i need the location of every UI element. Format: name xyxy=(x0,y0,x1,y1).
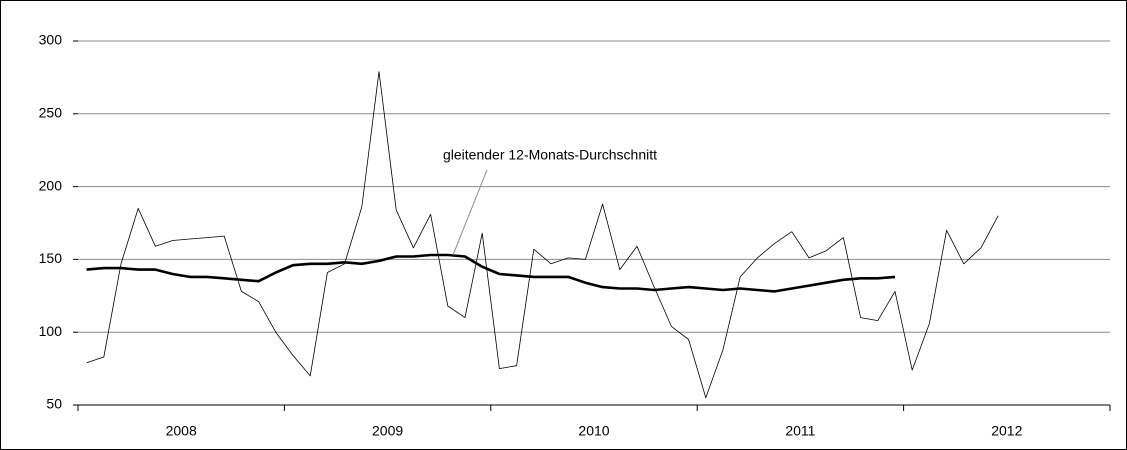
data-line xyxy=(86,253,896,293)
x-tick-label: 2012 xyxy=(991,423,1022,439)
annotation-leader xyxy=(452,169,488,256)
y-tick-label: 50 xyxy=(46,396,62,412)
x-tick-label: 2008 xyxy=(166,423,197,439)
y-tick-label: 300 xyxy=(39,32,63,48)
y-tick-label: 150 xyxy=(39,250,63,266)
x-tick-label: 2009 xyxy=(372,423,403,439)
y-tick-label: 250 xyxy=(39,105,63,121)
x-tick-label: 2011 xyxy=(785,423,815,439)
annotation: gleitender 12-Monats-Durchschnitt xyxy=(443,147,657,163)
y-tick-label: 200 xyxy=(39,177,63,193)
x-tick-label: 2010 xyxy=(578,423,609,439)
data-line xyxy=(86,71,999,399)
plot-area: 50 100 150 200 250 300 2008 2009 2010 2011 2012 xyxy=(39,32,1111,439)
y-tick-label: 100 xyxy=(39,323,63,339)
